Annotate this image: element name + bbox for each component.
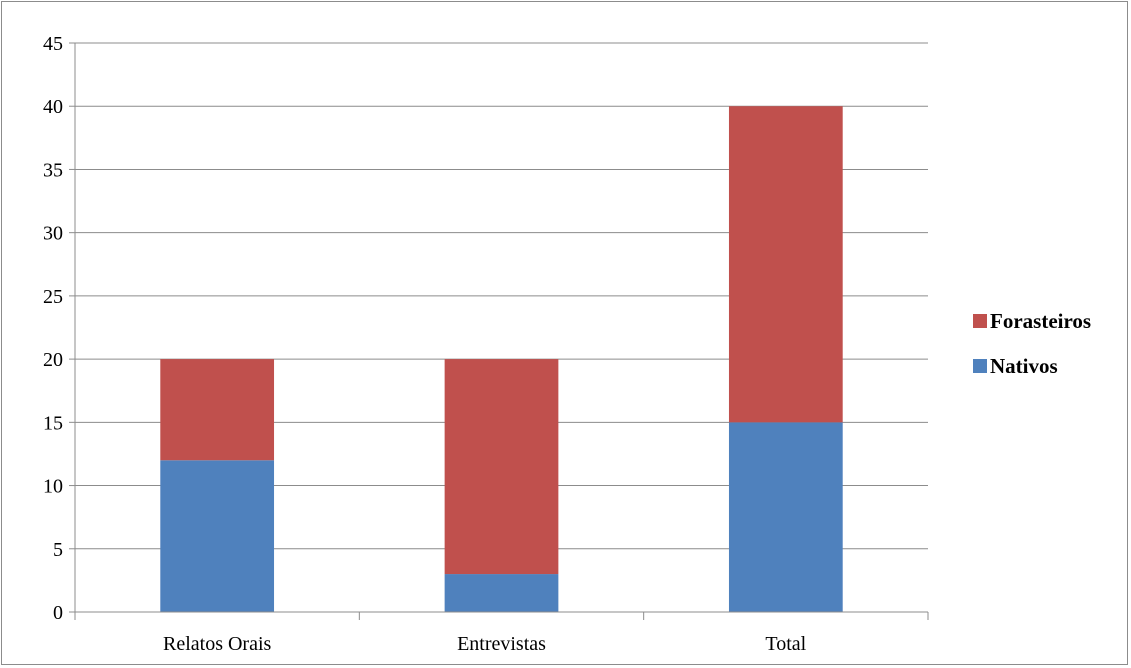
bars (160, 106, 843, 612)
y-tick-label-25: 25 (43, 286, 63, 308)
bar-nativos-1 (444, 574, 559, 612)
y-tick-label-5: 5 (53, 539, 63, 561)
axes (69, 42, 929, 620)
y-tick-label-40: 40 (43, 96, 63, 118)
y-tick-label-20: 20 (43, 349, 63, 371)
bar-forasteiros-1 (444, 359, 559, 575)
y-tick-label-30: 30 (43, 223, 63, 245)
legend-swatch-nativos (973, 359, 987, 373)
x-tick-labels: Relatos Orais Entrevistas Total (163, 633, 807, 655)
bar-forasteiros-0 (160, 359, 275, 461)
legend-label-forasteiros: Forasteiros (990, 309, 1091, 333)
bar-forasteiros-2 (728, 106, 843, 423)
legend-swatch-forasteiros (973, 314, 987, 328)
y-tick-label-45: 45 (43, 33, 63, 55)
y-tick-label-10: 10 (43, 476, 63, 498)
bar-nativos-2 (728, 422, 843, 612)
y-tick-label-15: 15 (43, 412, 63, 434)
y-tick-label-0: 0 (53, 602, 63, 624)
legend-label-nativos: Nativos (990, 354, 1058, 378)
y-tick-labels: 0 5 10 15 20 25 30 35 40 45 (43, 33, 63, 624)
x-tick-label-1: Entrevistas (457, 633, 546, 655)
y-tick-label-35: 35 (43, 159, 63, 181)
x-tick-label-0: Relatos Orais (163, 633, 272, 655)
legend: Forasteiros Nativos (973, 309, 1091, 378)
x-tick-label-2: Total (765, 633, 806, 655)
bar-nativos-0 (160, 460, 275, 612)
